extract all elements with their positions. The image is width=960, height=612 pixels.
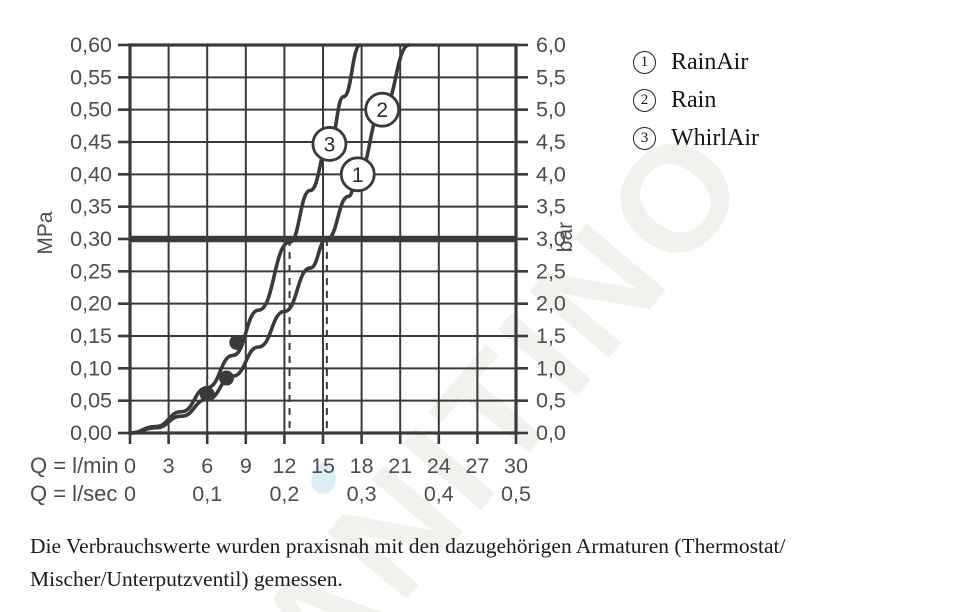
legend-item-rain: 2 Rain <box>633 81 759 119</box>
x-axis-lsec-tick-label: 0,5 <box>501 482 531 506</box>
legend-item-whirlair: 3 WhirlAir <box>633 119 759 157</box>
legend-label: WhirlAir <box>671 124 759 151</box>
curve-marker-number-2: 2 <box>376 99 388 122</box>
legend-label: RainAir <box>671 48 749 75</box>
y-axis-left-tick-label: 0,45 <box>70 130 112 154</box>
y-axis-left-tick-label: 0,60 <box>70 33 112 57</box>
y-axis-right-tick-label: 3,0 <box>536 227 566 251</box>
y-axis-left-tick-label: 0,40 <box>70 162 112 186</box>
y-axis-left-tick-label: 0,10 <box>70 356 112 380</box>
x-axis-lmin-tick-label: 9 <box>240 454 252 478</box>
x-axis-lsec-tick-label: 0,4 <box>424 482 454 506</box>
y-axis-right-tick-label: 4,0 <box>536 162 566 186</box>
legend-number-icon: 2 <box>633 88 656 112</box>
curve-marker-circle-2 <box>364 91 401 128</box>
measurement-dot <box>199 386 215 402</box>
footnote-line-2: Mischer/Unterputzventil) gemessen. <box>30 567 343 591</box>
y-axis-label-mpa: MPa <box>34 211 57 255</box>
x-axis-lmin-tick-label: 6 <box>201 454 213 478</box>
curve-marker-circle-1 <box>339 156 376 193</box>
curve-marker-number-1: 1 <box>352 164 364 187</box>
y-axis-left-tick-label: 0,55 <box>70 65 112 89</box>
y-axis-left-tick-label: 0,35 <box>70 195 112 219</box>
x-axis-lsec-tick-label: 0,2 <box>269 482 299 506</box>
x-axis-lmin-tick-label: 12 <box>272 454 296 478</box>
x-axis-label-lsec: Q = l/sec <box>30 481 117 506</box>
x-axis-lmin-tick-label: 27 <box>465 454 489 478</box>
x-axis-lmin-tick-label: 21 <box>388 454 412 478</box>
curve-marker-number-3: 3 <box>324 133 336 156</box>
x-axis-lsec-tick-label: 0,3 <box>347 482 377 506</box>
y-axis-right-tick-label: 2,5 <box>536 259 566 283</box>
curve-marker-circle-3 <box>311 126 348 162</box>
y-axis-left-tick-label: 0,00 <box>70 421 112 445</box>
x-axis-lmin-tick-label: 15 <box>311 454 335 478</box>
y-axis-left-tick-label: 0,50 <box>70 98 112 122</box>
y-axis-left-tick-label: 0,25 <box>70 259 112 283</box>
y-axis-label-bar: bar <box>554 222 577 252</box>
y-axis-left-tick-label: 0,30 <box>70 227 112 251</box>
y-axis-left-tick-label: 0,20 <box>70 292 112 316</box>
y-axis-right-tick-label: 4,5 <box>536 130 566 154</box>
x-axis-lmin-tick-label: 18 <box>350 454 374 478</box>
footnote: Die Verbrauchswerte wurden praxisnah mit… <box>30 530 940 596</box>
y-axis-left-tick-label: 0,05 <box>70 389 112 413</box>
measurement-dot <box>229 334 245 350</box>
y-axis-right-tick-label: 5,5 <box>536 65 566 89</box>
y-axis-right-tick-label: 0,5 <box>536 389 566 413</box>
y-axis-right-tick-label: 2,0 <box>536 292 566 316</box>
y-axis-right-tick-label: 0,0 <box>536 421 566 445</box>
x-axis-lmin-tick-label: 3 <box>163 454 175 478</box>
y-axis-right-tick-label: 6,0 <box>536 33 566 57</box>
y-axis-right-tick-label: 1,5 <box>536 324 566 348</box>
legend-label: Rain <box>671 86 717 113</box>
measurement-dot <box>219 370 234 386</box>
legend-number-icon: 1 <box>633 50 656 74</box>
legend-item-rainair: 1 RainAir <box>633 43 759 81</box>
y-axis-right-tick-label: 3,5 <box>536 195 566 219</box>
x-axis-lsec-tick-label: 0,1 <box>192 482 222 506</box>
x-axis-lmin-tick-label: 0 <box>124 454 136 478</box>
x-axis-lmin-tick-label: 30 <box>504 454 528 478</box>
x-axis-label-lmin: Q = l/min <box>30 453 119 478</box>
footnote-line-1: Die Verbrauchswerte wurden praxisnah mit… <box>30 534 786 558</box>
y-axis-right-tick-label: 1,0 <box>536 356 566 380</box>
x-axis-lmin-tick-label: 24 <box>427 454 451 478</box>
legend-number-icon: 3 <box>633 126 656 150</box>
legend: 1 RainAir 2 Rain 3 WhirlAir <box>633 43 759 157</box>
y-axis-left-tick-label: 0,15 <box>70 324 112 348</box>
y-axis-right-tick-label: 5,0 <box>536 98 566 122</box>
x-axis-lsec-tick-label: 0 <box>124 482 136 506</box>
